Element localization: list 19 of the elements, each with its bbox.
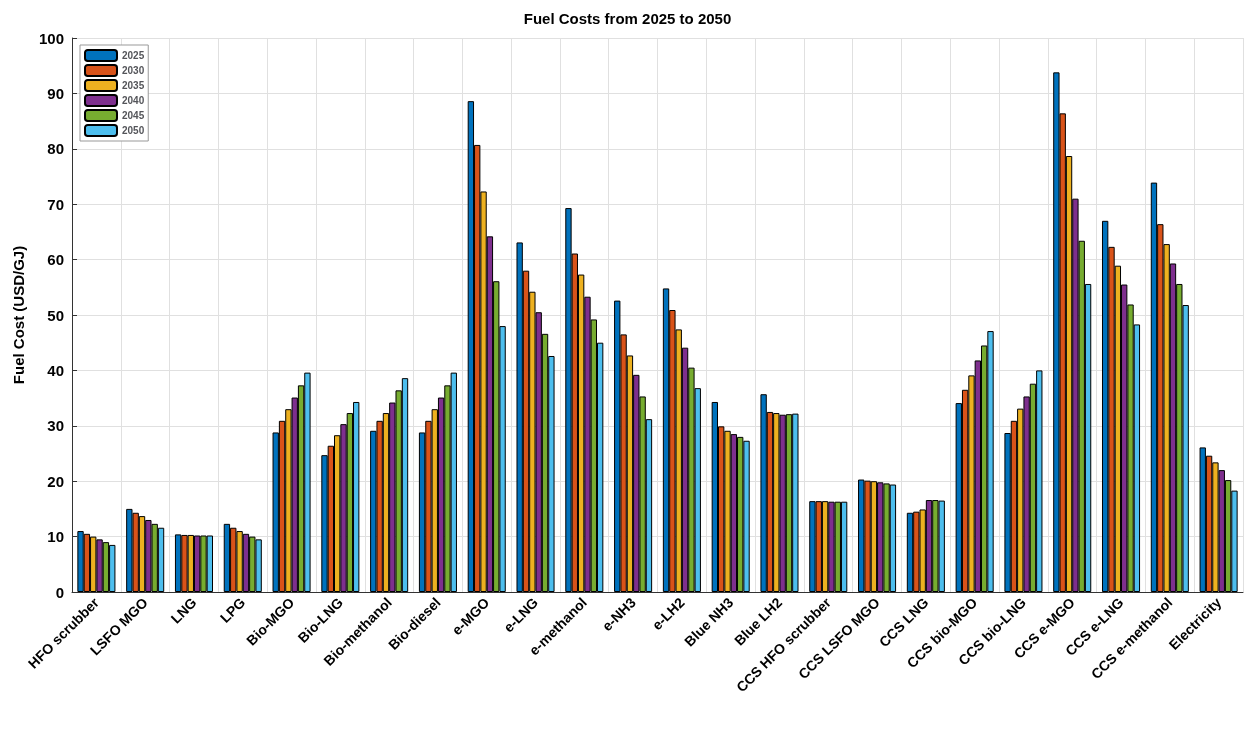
y-tick-label: 40: [47, 361, 64, 379]
legend-label: 2045: [122, 110, 145, 121]
legend-label: 2025: [122, 50, 145, 61]
y-tick-label: 80: [47, 140, 64, 158]
y-tick-label: 90: [47, 84, 64, 102]
y-axis-title: Fuel Cost (USD/GJ): [10, 245, 27, 385]
y-tick-label: 70: [47, 195, 64, 213]
y-tick-label: 20: [47, 472, 64, 490]
legend-label: 2030: [122, 65, 145, 76]
y-tick-label: 100: [38, 29, 64, 47]
legend-label: 2040: [122, 95, 145, 106]
y-tick-label: 10: [47, 528, 64, 546]
legend-label: 2050: [122, 125, 145, 136]
chart-title: Fuel Costs from 2025 to 2050: [523, 10, 732, 27]
y-tick-label: 30: [47, 417, 64, 435]
y-tick-label: 0: [55, 583, 64, 601]
y-tick-label: 60: [47, 251, 64, 269]
y-tick-label: 50: [47, 306, 64, 324]
legend-label: 2035: [122, 80, 145, 91]
